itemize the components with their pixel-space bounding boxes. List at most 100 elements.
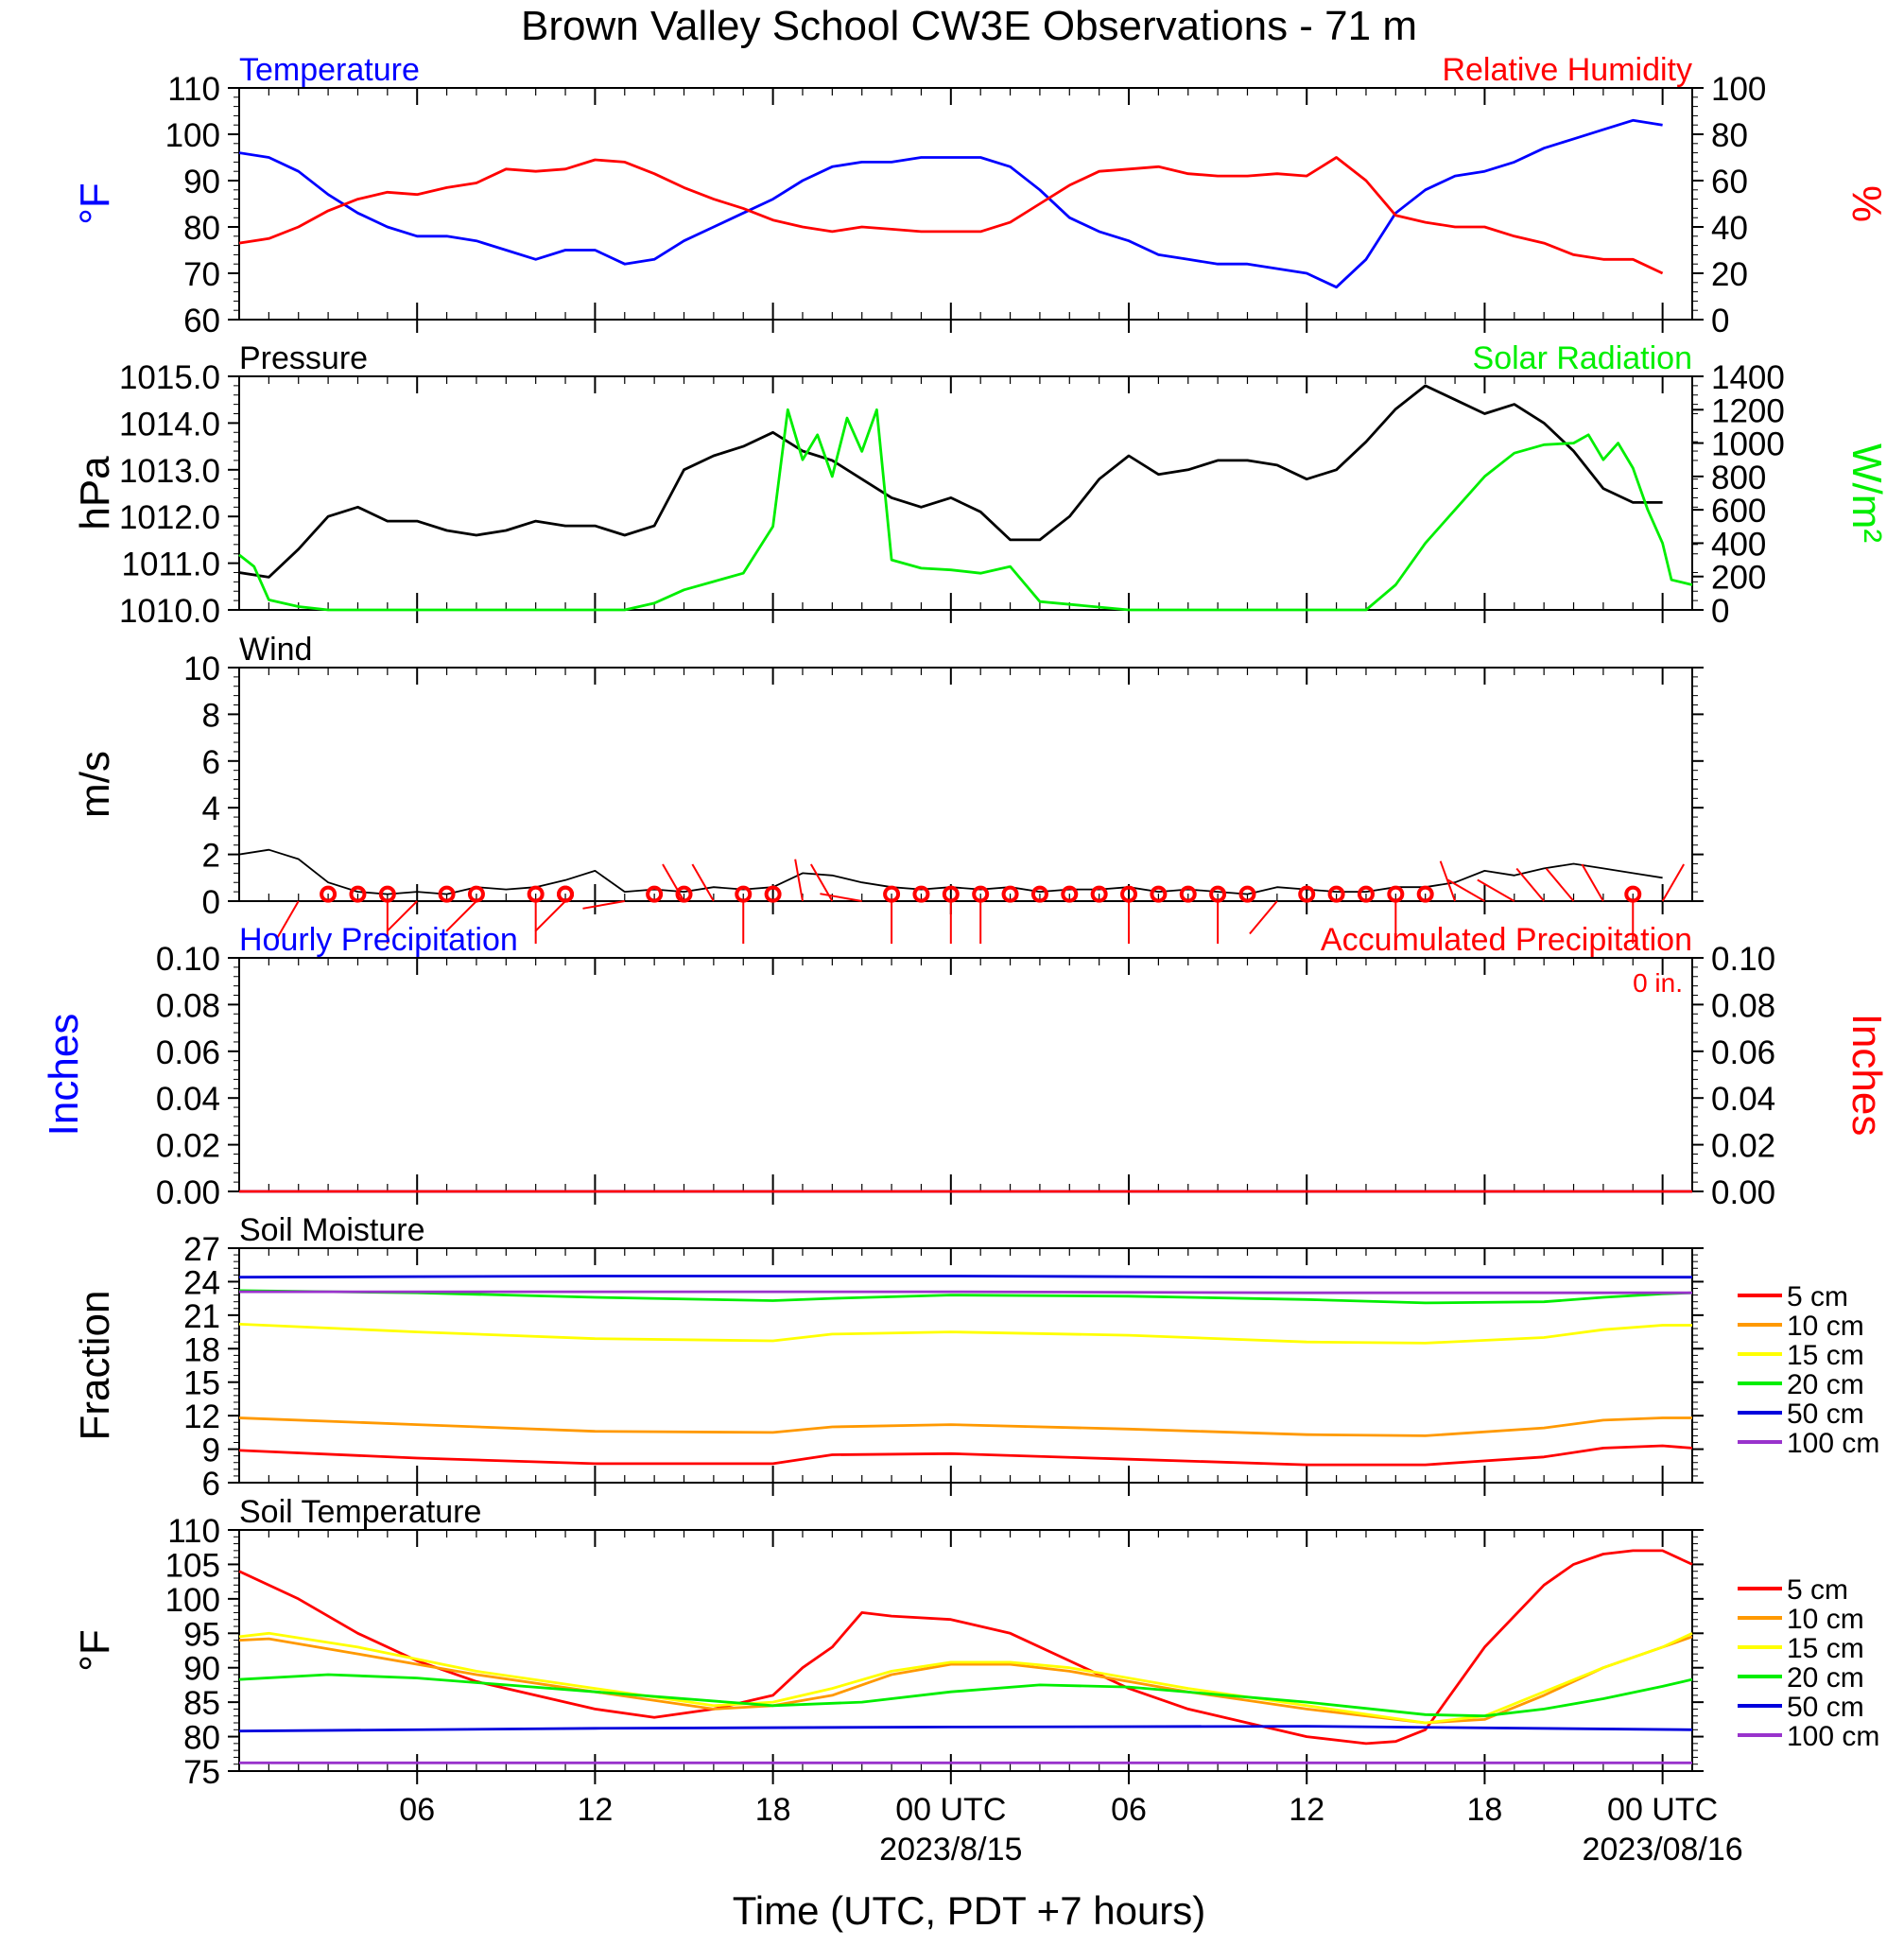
y-tick-label-left: 75 [183, 1754, 220, 1791]
x-tick-label: 06 [1111, 1792, 1147, 1828]
plot-frame [238, 1529, 1693, 1772]
wind-calm-marker [1357, 885, 1375, 903]
y-axis-label-right: Inches [1843, 1014, 1890, 1137]
y-tick-label-left: 0.02 [156, 1128, 220, 1165]
wind-barb [1515, 867, 1545, 902]
series-line-10-cm [238, 1416, 1692, 1437]
wind-barb [1581, 863, 1604, 902]
wind-barb [386, 900, 418, 932]
wind-calm-marker [735, 885, 753, 903]
wind-calm-marker [349, 885, 367, 903]
legend-label: 20 cm [1787, 1662, 1864, 1694]
wind-calm-marker [320, 885, 338, 903]
y-tick-label-left: 6 [202, 1466, 220, 1503]
wind-barb [820, 893, 862, 902]
y-tick-label-right: 1400 [1711, 359, 1785, 396]
legend-label: 10 cm [1787, 1604, 1864, 1635]
panel-title-right: Accumulated Precipitation [1321, 922, 1692, 958]
y-tick-label-right: 1200 [1711, 392, 1785, 429]
wind-calm-marker [1179, 885, 1197, 903]
wind-calm-marker [1001, 885, 1019, 903]
y-tick-label-left: 1013.0 [119, 453, 220, 490]
x-tick-label: 18 [755, 1792, 791, 1828]
plot-frame [238, 375, 1693, 611]
y-tick-label-left: 15 [183, 1365, 220, 1402]
series-line-5-cm [238, 1549, 1693, 1746]
wind-calm-marker [646, 885, 664, 903]
x-tick-label: 12 [1289, 1792, 1324, 1828]
y-tick-label-left: 4 [202, 791, 220, 827]
legend-label: 15 cm [1787, 1633, 1864, 1664]
y-tick-label-left: 1012.0 [119, 499, 220, 536]
y-tick-label-left: 0 [202, 884, 220, 921]
wind-barb [1446, 878, 1485, 902]
series-line-15-cm [238, 1631, 1693, 1725]
wind-calm-marker [1238, 885, 1256, 903]
wind-calm-marker [438, 885, 456, 903]
y-tick-label-right: 0.00 [1711, 1174, 1775, 1211]
wind-barb [1249, 900, 1278, 935]
wind-barb [1477, 878, 1515, 902]
legend-label: 20 cm [1787, 1369, 1864, 1400]
y-tick-label-left: 6 [202, 744, 220, 781]
panel-title-left: Temperature [239, 52, 420, 88]
wind-calm-marker [1061, 885, 1079, 903]
y-tick-label-left: 0.04 [156, 1081, 220, 1118]
x-date-label: 2023/8/15 [879, 1832, 1022, 1868]
y-axis-label-left: Fraction [72, 1291, 118, 1441]
y-tick-label-right: 0.02 [1711, 1128, 1775, 1165]
y-tick-label-left: 1014.0 [119, 406, 220, 443]
series-line-relative-humidity [238, 156, 1664, 275]
wind-calm-marker [1209, 885, 1227, 903]
wind-calm-marker [972, 885, 990, 903]
wind-barb [691, 863, 715, 902]
y-tick-label-right: 600 [1711, 493, 1766, 530]
y-tick-label-right: 0.06 [1711, 1034, 1775, 1071]
y-tick-label-right: 60 [1711, 164, 1748, 200]
y-tick-label-right: 1000 [1711, 426, 1785, 463]
panel-title-left: Wind [239, 632, 312, 668]
wind-barb [445, 900, 477, 932]
panel-title-right: Relative Humidity [1442, 52, 1692, 88]
panel-title-left: Soil Temperature [239, 1494, 481, 1530]
series-line-50-cm [238, 1725, 1693, 1733]
y-tick-label-left: 90 [183, 164, 220, 200]
wind-calm-marker [883, 885, 901, 903]
y-tick-label-right: 0.08 [1711, 987, 1775, 1024]
y-tick-label-left: 95 [183, 1616, 220, 1653]
accumulated-total: 0 in. [1633, 968, 1683, 998]
plot-frame [238, 957, 1693, 1192]
x-tick-label: 00 UTC [1607, 1792, 1718, 1828]
y-tick-label-left: 1010.0 [119, 593, 220, 630]
wind-barb [794, 859, 804, 902]
legend-label: 15 cm [1787, 1340, 1864, 1371]
panel-precipitation: 0.00 0.02 0.04 0.06 0.08 0.10 0.00 0.02 0.04 0.06… [41, 922, 1890, 1211]
y-tick-label-left: 0.06 [156, 1034, 220, 1071]
x-tick-label: 06 [399, 1792, 435, 1828]
y-tick-label-left: 100 [165, 1582, 220, 1619]
y-tick-label-right: 20 [1711, 256, 1748, 293]
plot-frame [238, 667, 1693, 902]
series-line-pressure [238, 384, 1663, 579]
wind-calm-marker [1150, 885, 1168, 903]
y-axis-label-left: Inches [41, 1014, 87, 1137]
series-line-100-cm [239, 1290, 1692, 1294]
y-tick-label-left: 24 [183, 1264, 220, 1301]
wind-calm-marker [675, 885, 693, 903]
wind-barb [1439, 860, 1457, 902]
y-tick-label-left: 1015.0 [119, 359, 220, 396]
y-tick-label-left: 2 [202, 838, 220, 875]
panel-wind: 0 2 4 6 8 10 Wind m/s [72, 632, 1704, 944]
legend-label: 100 cm [1787, 1721, 1879, 1752]
y-tick-label-left: 1011.0 [122, 547, 220, 583]
wind-calm-marker [1298, 885, 1316, 903]
y-tick-label-left: 110 [167, 1513, 220, 1550]
wind-calm-marker [912, 885, 930, 903]
y-tick-label-left: 0.00 [156, 1174, 220, 1211]
y-tick-label-left: 110 [167, 71, 220, 108]
wind-calm-marker [764, 885, 782, 903]
wind-barb [582, 900, 625, 910]
panel-title-left: Pressure [239, 340, 368, 376]
